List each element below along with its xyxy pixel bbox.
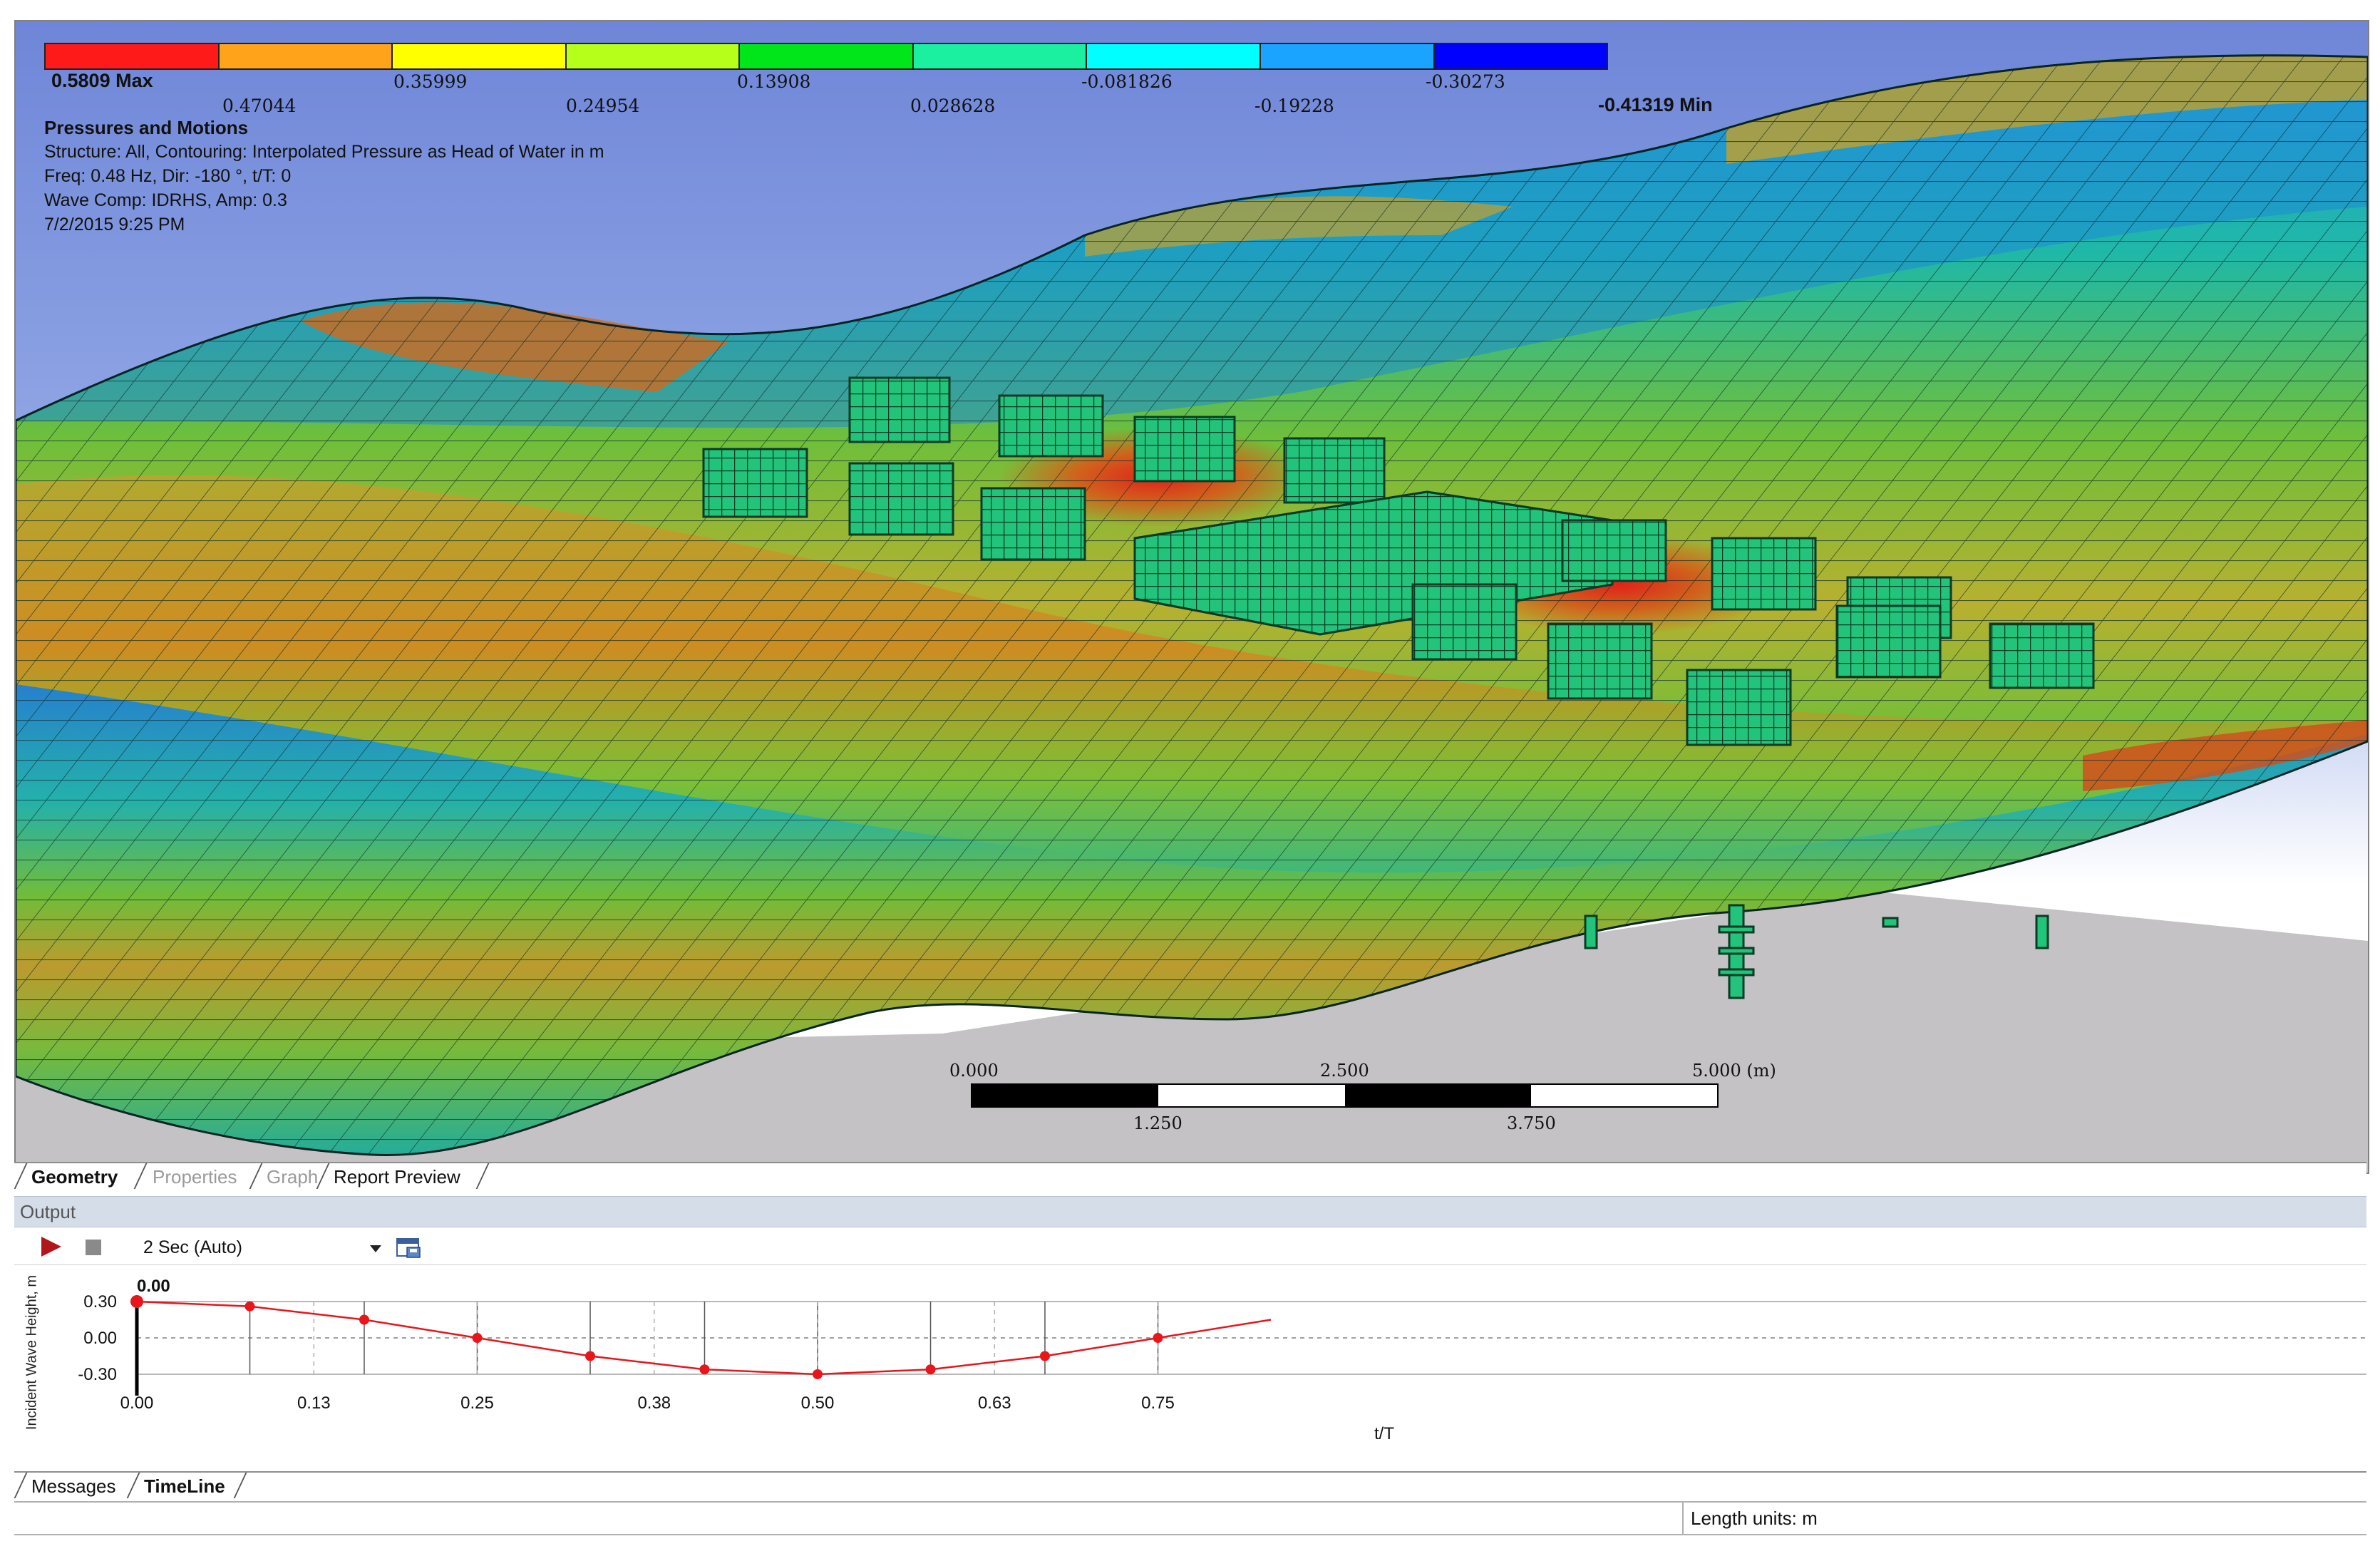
legend-max-label: 0.5809 Max [51,70,153,91]
legend-swatch [566,44,741,68]
timeline-chart[interactable]: Incident Wave Height, m 0.00 0.30 0.00 -0.3… [14,1266,2366,1465]
output-tabs: Messages TimeLine [14,1471,2366,1501]
result-title: Pressures and Motions [44,117,249,138]
scale-label: 3.750 [1507,1113,1556,1133]
legend-value: 0.47044 [222,96,297,116]
x-tick-label: 0.50 [801,1393,835,1408]
scale-label: 5.000 (m) [1692,1061,1776,1081]
x-tick-label: 0.25 [460,1393,494,1408]
x-tick-label: 0.00 [120,1393,154,1408]
stop-button[interactable] [78,1235,107,1259]
data-point [813,1369,823,1379]
result-frequency: Freq: 0.48 Hz, Dir: -180 °, t/T: 0 [44,166,292,186]
result-structure: Structure: All, Contouring: Interpolated… [44,142,604,162]
wave-pressure-surface[interactable] [16,21,2368,1173]
timeline-toolbar: 2 Sec (Auto) [14,1227,2366,1265]
tab-report-preview[interactable]: Report Preview [334,1166,460,1188]
x-tick-label: 0.38 [637,1393,671,1408]
scale-label: 1.250 [1133,1113,1183,1133]
y-tick-label: 0.00 [83,1329,117,1348]
chart-x-label: t/T [1374,1424,1394,1443]
legend-value: -0.081826 [1081,71,1173,92]
y-tick-label: -0.30 [78,1365,117,1384]
animation-speed-value: 2 Sec (Auto) [143,1237,242,1257]
tab-graph[interactable]: Graph [267,1166,319,1188]
legend-min-label: -0.41319 Min [1598,94,1713,115]
legend-swatch [740,44,914,68]
export-icon[interactable] [394,1236,423,1259]
x-tick-label: 0.75 [1141,1393,1175,1408]
legend-swatch [219,44,393,68]
data-point [1039,1351,1050,1361]
output-title-label: Output [20,1201,76,1222]
legend-swatch [1434,44,1607,68]
x-tick-label: 0.13 [297,1393,331,1408]
current-value-label: 0.00 [137,1277,170,1296]
view-tabs: Geometry Properties Graph Report Preview [14,1162,2366,1192]
play-button[interactable] [36,1235,64,1259]
x-tick-label: 0.63 [978,1393,1011,1408]
data-point [472,1333,483,1343]
scale-label: 0.000 [949,1061,999,1081]
contour-legend-bar [44,43,1608,70]
data-point [699,1364,710,1375]
geometry-viewport[interactable]: 0.5809 Max 0.35999 0.13908 -0.081826 -0.… [14,20,2369,1174]
status-bar: Length units: m [14,1501,2366,1535]
legend-value: -0.30273 [1426,71,1505,92]
chevron-down-icon [370,1245,381,1252]
legend-swatch [1260,44,1435,68]
legend-swatch [46,44,220,68]
timeline-plot[interactable]: 0.000.300.00-0.300.00 0.13 0.25 0.38 0.50 0.6… [14,1266,2366,1408]
result-date: 7/2/2015 9:25 PM [44,215,185,235]
legend-value: 0.13908 [737,71,811,92]
output-panel-title: Output [14,1196,2366,1227]
result-wave: Wave Comp: IDRHS, Amp: 0.3 [44,190,287,210]
data-point [359,1314,369,1325]
legend-value: 0.028628 [910,96,996,116]
length-units-label: Length units: m [1682,1503,1818,1534]
animation-speed-select[interactable]: 2 Sec (Auto) [135,1235,386,1260]
data-point [585,1351,596,1361]
legend-value: 0.24954 [566,96,640,116]
data-point [1153,1333,1163,1343]
result-info: Pressures and Motions Structure: All, Co… [44,115,604,237]
tab-geometry[interactable]: Geometry [31,1166,118,1188]
legend-value: -0.19228 [1255,96,1334,116]
scale-bar [971,1083,1719,1108]
data-point [130,1295,143,1308]
tab-timeline[interactable]: TimeLine [144,1475,225,1497]
y-tick-label: 0.30 [83,1292,117,1312]
tab-properties[interactable]: Properties [153,1166,237,1188]
scale-label: 2.500 [1320,1061,1369,1081]
legend-swatch [1087,44,1261,68]
legend-swatch [393,44,567,68]
tab-messages[interactable]: Messages [31,1475,116,1497]
legend-value: 0.35999 [393,71,468,92]
legend-swatch [913,44,1088,68]
data-point [925,1364,936,1375]
data-point [244,1301,255,1312]
